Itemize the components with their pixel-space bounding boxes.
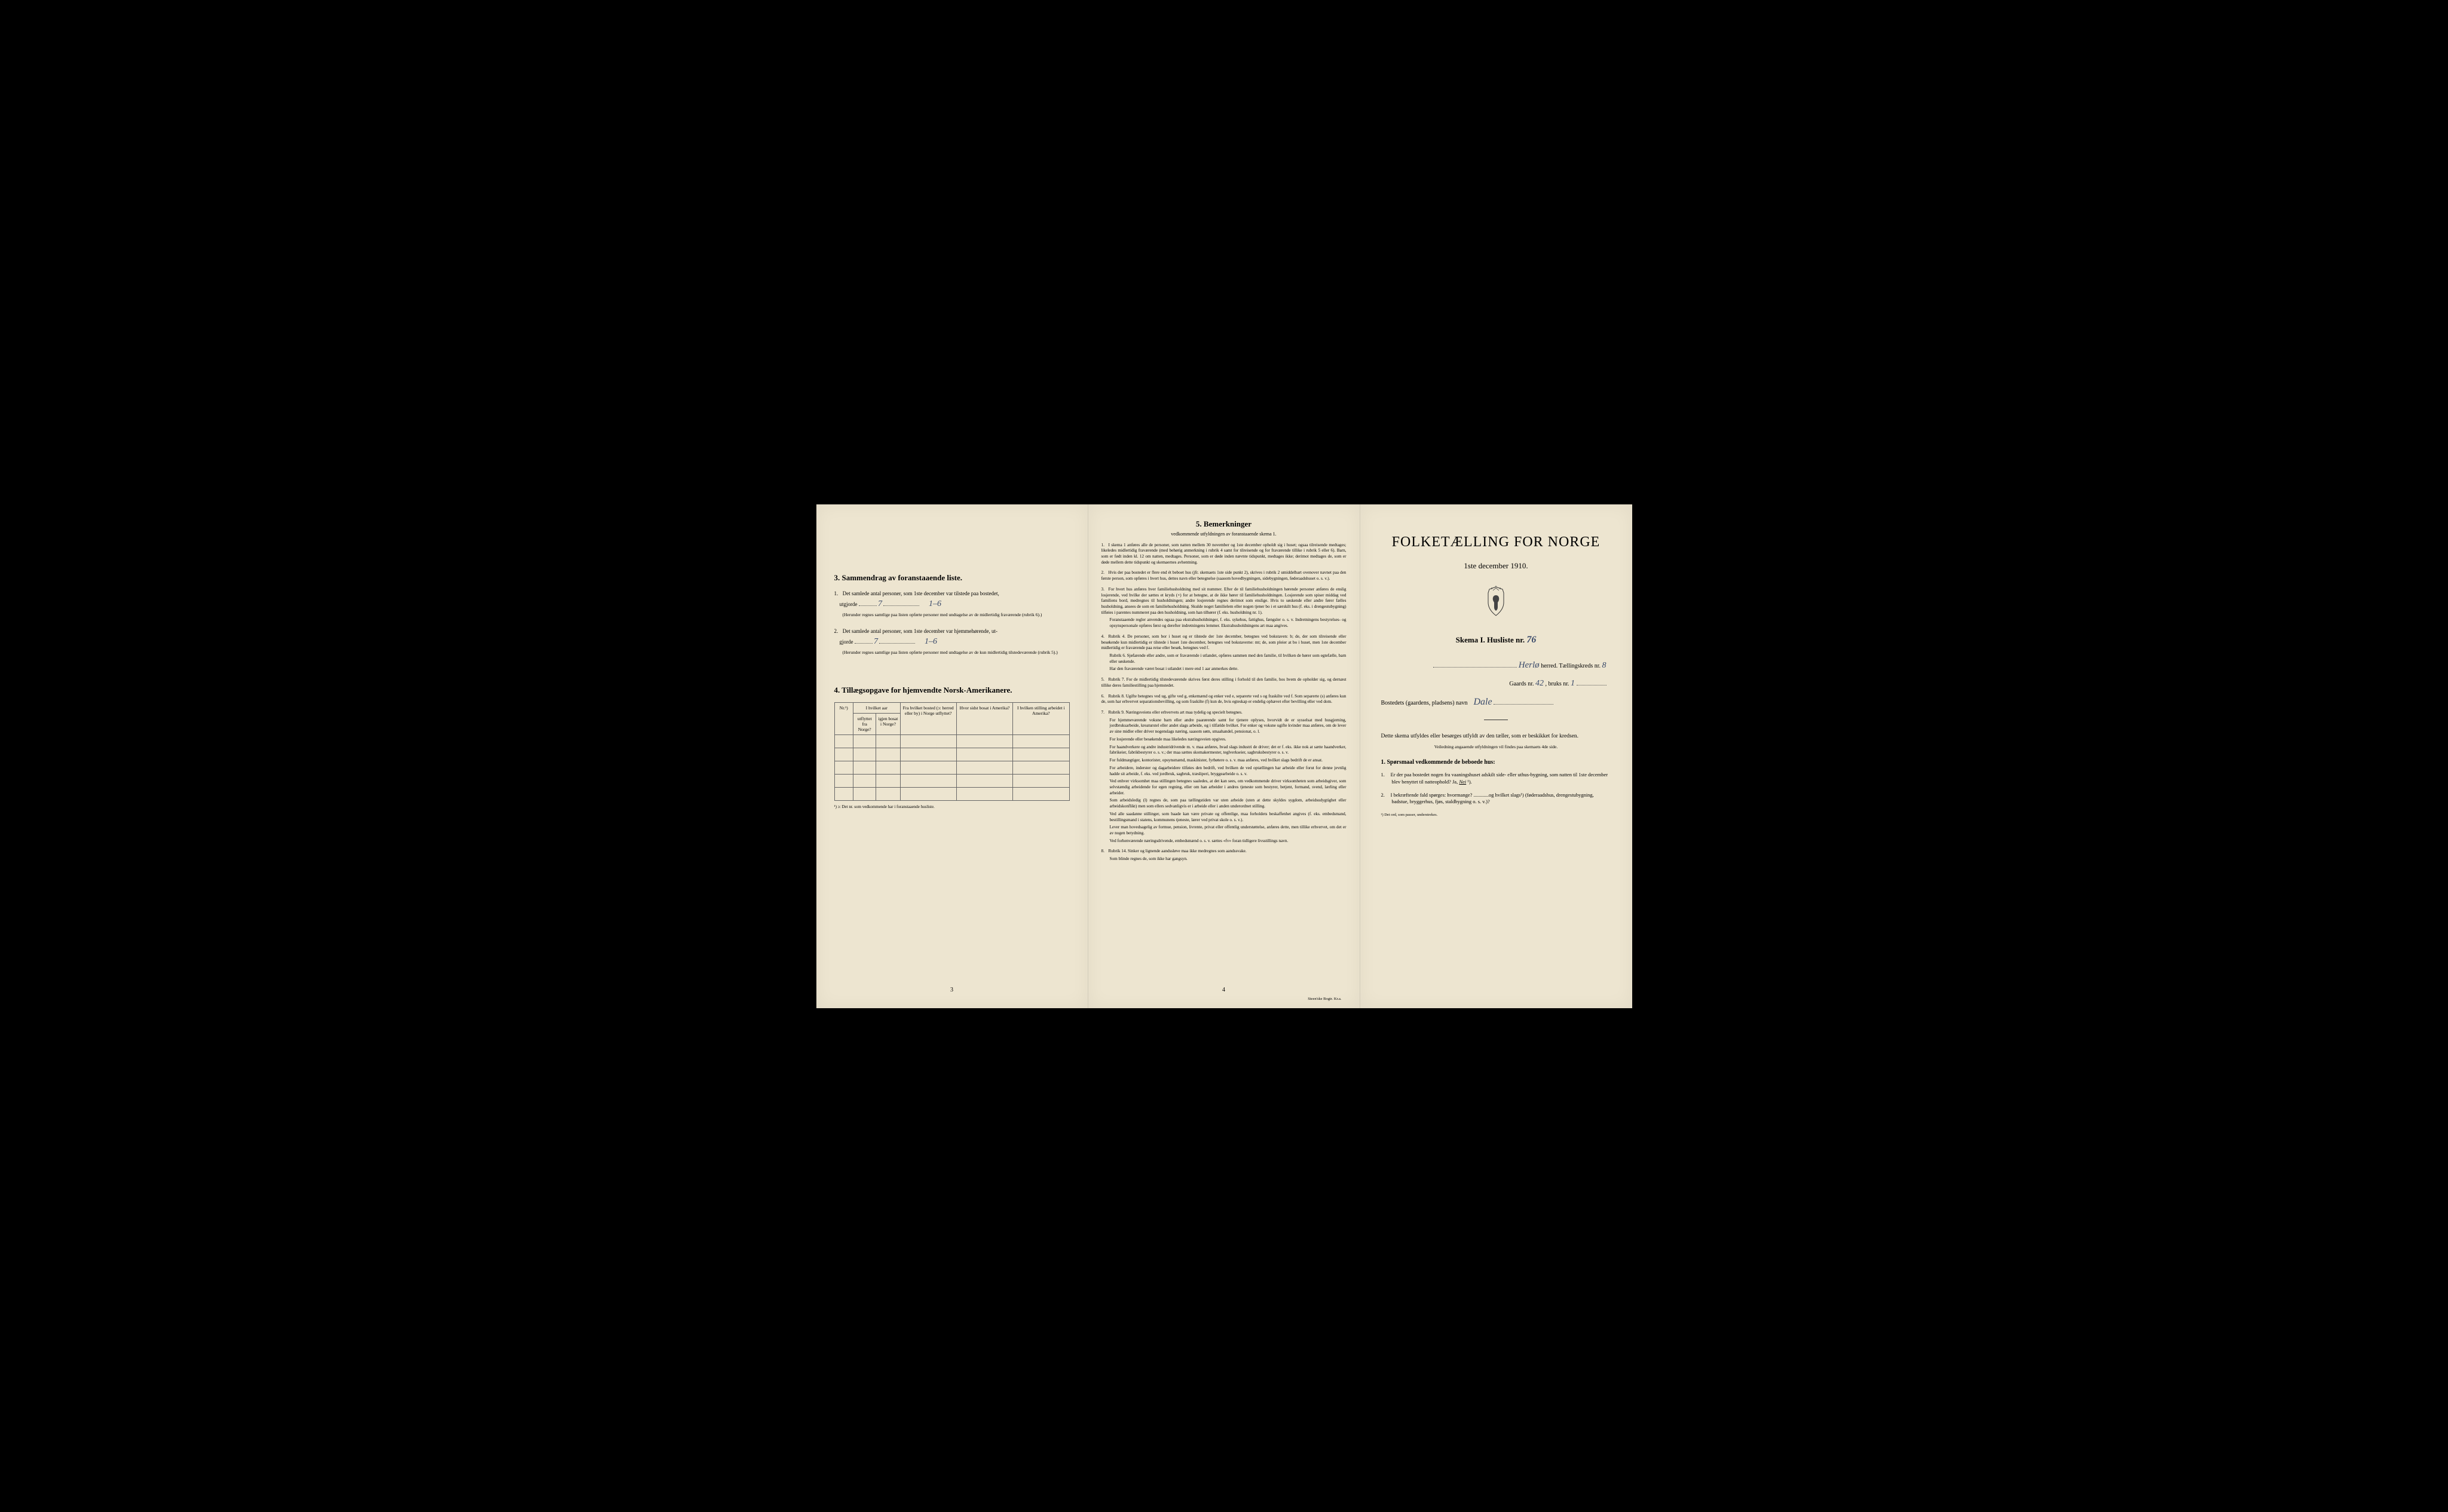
gaards-line: Gaards nr. 42 , bruks nr. 1 [1381, 679, 1611, 688]
item-2-text-b: gjorde [840, 639, 853, 645]
remark-item: 6.Rubrik 8. Ugifte betegnes ved ug, gift… [1101, 694, 1347, 705]
item-1-num: 1. [834, 590, 842, 598]
th-year: I hvilket aar [853, 703, 900, 714]
page-2: 5. Bemerkninger vedkommende utfyldningen… [1088, 504, 1360, 1008]
remark-item: 4.Rubrik 4. De personer, som bor i huset… [1101, 634, 1347, 672]
item-2: 2. Det samlede antal personer, som 1ste … [834, 628, 1070, 656]
th-nr: Nr.¹) [834, 703, 853, 735]
table-row [834, 775, 1069, 788]
q1-num: 1. [1381, 772, 1390, 779]
th-emigrated: utflyttet fra Norge? [853, 714, 876, 735]
table-note: ¹) ɔ: Det nr. som vedkommende har i fora… [834, 804, 1070, 809]
item-2-value-1: 7 [874, 637, 878, 646]
item-2-num: 2. [834, 628, 842, 636]
table-row [834, 748, 1069, 761]
bruks-label: , bruks nr. [1546, 681, 1569, 687]
bruks-value: 1 [1571, 679, 1575, 688]
section-5-title: 5. Bemerkninger [1101, 519, 1347, 529]
census-document: 3. Sammendrag av foranstaaende liste. 1.… [816, 504, 1632, 1008]
item-1-text-b: utgjorde [840, 601, 858, 607]
emigrants-table: Nr.¹) I hvilket aar Fra hvilket bosted (… [834, 702, 1070, 801]
section-4-emigrants: 4. Tillægsopgave for hjemvendte Norsk-Am… [834, 685, 1070, 809]
page-number-2: 4 [1222, 987, 1225, 993]
bosted-line: Bostedets (gaardens, pladsens) navn Dale [1381, 697, 1611, 708]
section-4-title: 4. Tillægsopgave for hjemvendte Norsk-Am… [834, 685, 1070, 695]
skema-line: Skema I. Husliste nr. 76 [1381, 635, 1611, 645]
bosted-label: Bostedets (gaardens, pladsens) navn [1381, 700, 1468, 706]
page-number-1: 3 [950, 987, 953, 993]
instruction-sub: Veiledning angaaende utfyldningen vil fi… [1381, 744, 1611, 749]
remark-item: 8.Rubrik 14. Sinker og lignende aandsslø… [1101, 849, 1347, 862]
th-from: Fra hvilket bosted (ɔ: herred eller by) … [900, 703, 956, 735]
item-1: 1. Det samlede antal personer, som 1ste … [834, 590, 1070, 618]
main-title: FOLKETÆLLING FOR NORGE [1381, 534, 1611, 550]
section-3-title: 3. Sammendrag av foranstaaende liste. [834, 573, 1070, 583]
remark-item: 1.I skema 1 anføres alle de personer, so… [1101, 543, 1347, 566]
footnote: ¹) Det ord, som passer, understrekes. [1381, 813, 1611, 817]
q2-num: 2. [1381, 792, 1390, 799]
item-1-value-1: 7 [878, 599, 882, 608]
questions-title: 1. Spørsmaal vedkommende de beboede hus: [1381, 759, 1611, 766]
herred-value: Herlø [1519, 660, 1540, 670]
table-row [834, 735, 1069, 748]
th-where: Hvor sidst bosat i Amerika? [956, 703, 1012, 735]
herred-line: Herlø herred. Tællingskreds nr. 8 [1381, 660, 1611, 671]
item-1-value-2: 1–6 [929, 599, 941, 608]
q1-text: Er der paa bostedet nogen fra vaaningshu… [1391, 772, 1608, 785]
q1-suffix: ¹). [1467, 779, 1472, 785]
table-row [834, 788, 1069, 801]
remark-item: 7.Rubrik 9. Næringsveiens eller erhverve… [1101, 710, 1347, 844]
item-2-text-a: Det samlede antal personer, som 1ste dec… [843, 628, 997, 634]
gaards-label: Gaards nr. [1509, 681, 1534, 687]
printer-mark: Steen'ske Bogtr. Kr.a. [1308, 997, 1341, 1001]
question-1: 1. Er der paa bostedet nogen fra vaaning… [1392, 772, 1611, 786]
footnote-text: ¹) Det ord, som passer, understrekes. [1381, 813, 1438, 817]
q2-text: I bekræftende fald spørges: hvormange? .… [1391, 792, 1594, 805]
coat-of-arms-icon [1483, 586, 1508, 617]
remark-item: 3.For hvert hus anføres hver familiehush… [1101, 587, 1347, 629]
gaards-value: 42 [1535, 679, 1544, 688]
remark-item: 5.Rubrik 7. For de midlertidig tilstedev… [1101, 677, 1347, 688]
herred-label: herred. Tællingskreds nr. [1541, 663, 1601, 669]
item-1-note: (Herunder regnes samtlige paa listen opf… [843, 612, 1070, 618]
th-returned: igjen bosat i Norge? [876, 714, 900, 735]
census-date: 1ste december 1910. [1381, 561, 1611, 571]
remark-item: 2.Hvis der paa bostedet er flere end ét … [1101, 570, 1347, 581]
remarks-list: 1.I skema 1 anføres alle de personer, so… [1101, 543, 1347, 862]
husliste-nr: 76 [1526, 635, 1536, 645]
section-3-summary: 3. Sammendrag av foranstaaende liste. 1.… [834, 573, 1070, 656]
item-2-note: (Herunder regnes samtlige paa listen opf… [843, 650, 1070, 656]
section-5-subtitle: vedkommende utfyldningen av foranstaaend… [1101, 531, 1347, 537]
page-1: 3. Sammendrag av foranstaaende liste. 1.… [816, 504, 1088, 1008]
bosted-value: Dale [1473, 697, 1492, 707]
th-position: I hvilken stilling arbeidet i Amerika? [1013, 703, 1069, 735]
item-1-text-a: Det samlede antal personer, som 1ste dec… [843, 590, 999, 596]
skema-label: Skema I. Husliste nr. [1456, 635, 1525, 644]
table-row [834, 761, 1069, 775]
instruction-text: Dette skema utfyldes eller besørges utfy… [1381, 732, 1611, 740]
kreds-value: 8 [1602, 661, 1606, 670]
question-2: 2. I bekræftende fald spørges: hvormange… [1392, 792, 1611, 806]
page-3: FOLKETÆLLING FOR NORGE 1ste december 191… [1360, 504, 1632, 1008]
item-2-value-2: 1–6 [925, 637, 937, 646]
q1-answer: Nei [1459, 779, 1466, 785]
